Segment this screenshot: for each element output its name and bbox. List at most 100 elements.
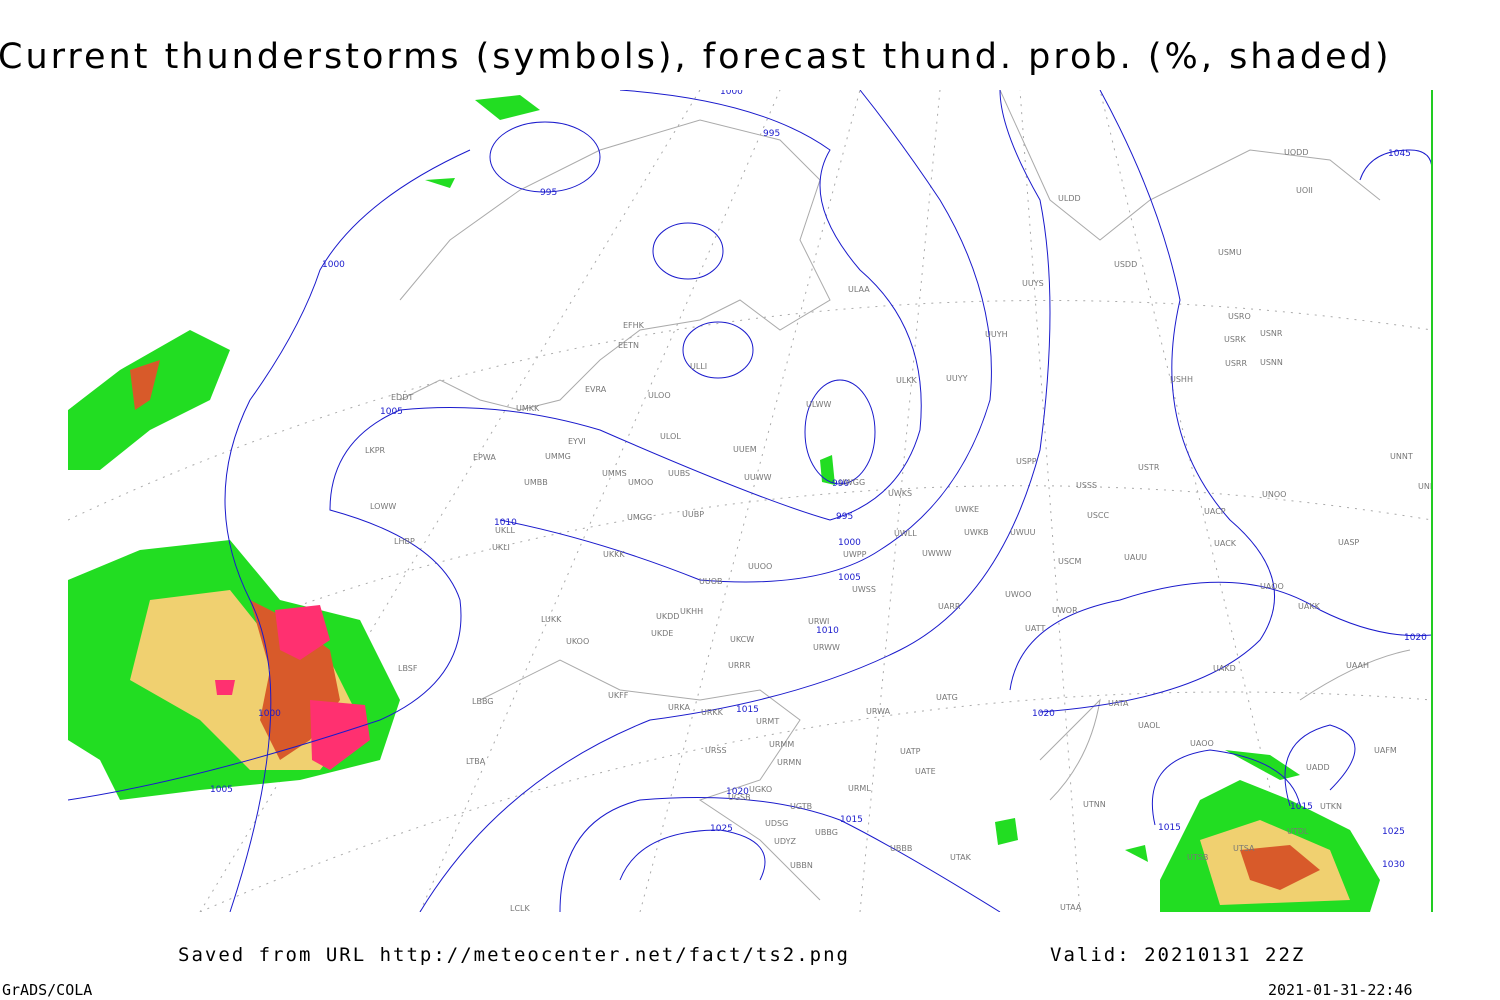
isobar-label: 1010: [816, 626, 839, 636]
station-code: EPWA: [473, 453, 496, 462]
isobar-label: 1015: [840, 815, 863, 825]
station-code: UTKN: [1320, 802, 1342, 811]
station-code: UUBP: [682, 510, 704, 519]
station-code: UAOL: [1138, 721, 1160, 730]
station-code: UUEM: [733, 445, 757, 454]
station-code: UWLL: [894, 529, 917, 538]
station-code: UASP: [1338, 538, 1359, 547]
station-code: UWPP: [843, 550, 867, 559]
station-code: UWOR: [1052, 606, 1078, 615]
station-code: UWWW: [922, 549, 952, 558]
station-code: UUYY: [946, 374, 968, 383]
station-code: USMU: [1218, 248, 1242, 257]
isobar-label: 1020: [726, 787, 749, 797]
station-code: EYVI: [568, 437, 586, 446]
station-code: UKHH: [680, 607, 703, 616]
station-code: UAUU: [1124, 553, 1147, 562]
isobar-label: 1020: [1404, 633, 1427, 643]
isobar-label: 1015: [1290, 802, 1313, 812]
station-code: UUOB: [699, 577, 723, 586]
station-code: EDDT: [391, 393, 413, 402]
station-code: UAKD: [1213, 664, 1236, 673]
frame-edge: [1431, 90, 1433, 912]
station-code: LOWW: [370, 502, 396, 511]
station-code: UAOO: [1190, 739, 1214, 748]
station-code: UDSG: [765, 819, 788, 828]
station-code: LTBA: [466, 757, 486, 766]
station-code: UUYS: [1022, 279, 1044, 288]
station-code: UWKE: [955, 505, 979, 514]
station-code: UKDD: [656, 612, 679, 621]
isobar-label: 1030: [1382, 860, 1405, 870]
station-code: UTDL: [1287, 827, 1309, 836]
station-code: ULAA: [848, 285, 870, 294]
station-code: URMM: [769, 740, 794, 749]
station-code: UODD: [1284, 148, 1308, 157]
station-code: USCC: [1087, 511, 1110, 520]
station-code: UADD: [1306, 763, 1330, 772]
isobar-label: 995: [540, 188, 557, 198]
station-code: UACK: [1214, 539, 1237, 548]
station-code: USSS: [1076, 481, 1097, 490]
station-code: LCLK: [510, 904, 531, 913]
station-code: UMBB: [524, 478, 548, 487]
station-code: UATP: [900, 747, 921, 756]
station-code: UAFM: [1374, 746, 1397, 755]
station-code: URKK: [701, 708, 724, 717]
station-code: UWKS: [888, 489, 912, 498]
station-code: UKDE: [651, 629, 673, 638]
station-code: URRR: [728, 661, 751, 670]
station-code: UGKO: [749, 785, 772, 794]
isobar-label: 1015: [1158, 823, 1181, 833]
station-code: URSS: [705, 746, 727, 755]
isobar-label: 1025: [710, 824, 733, 834]
station-code: UBBG: [815, 828, 838, 837]
isobar-label: 1005: [838, 573, 861, 583]
isobar-label: 1015: [736, 705, 759, 715]
station-code: ULKK: [896, 376, 918, 385]
station-code: UARR: [938, 602, 961, 611]
station-code: UKCW: [730, 635, 754, 644]
coastlines: [399, 90, 1411, 901]
station-code: ULLI: [690, 362, 707, 371]
station-code: UATE: [915, 767, 936, 776]
station-code: UUYH: [985, 330, 1008, 339]
station-code: USHH: [1170, 375, 1193, 384]
station-code: UATT: [1025, 624, 1045, 633]
station-code: USNN: [1260, 358, 1283, 367]
station-code: UMKK: [516, 404, 540, 413]
timestamp: 2021-01-31-22:46: [1268, 981, 1413, 999]
station-code: USRK: [1224, 335, 1246, 344]
station-code: USDD: [1114, 260, 1137, 269]
station-code: URML: [848, 784, 871, 793]
station-code: LHBP: [394, 537, 415, 546]
station-code: UDYZ: [774, 837, 796, 846]
station-code: UMOO: [628, 478, 653, 487]
station-code: URMN: [777, 758, 801, 767]
station-code: UMGG: [627, 513, 652, 522]
station-code: LUKK: [541, 615, 562, 624]
station-code: EFHK: [623, 321, 645, 330]
station-code: ULOO: [648, 391, 671, 400]
station-code: UGSB: [728, 793, 751, 802]
valid-time: Valid: 20210131 22Z: [1050, 944, 1305, 966]
station-code: USRR: [1225, 359, 1247, 368]
station-code: ULWW: [806, 400, 831, 409]
isobar-label: 1020: [1032, 709, 1055, 719]
thunderstorm-probability: [68, 95, 1380, 912]
isobar-label: 995: [836, 512, 853, 522]
station-code: UATG: [936, 693, 958, 702]
station-code: UWGG: [839, 478, 865, 487]
station-code: UAKK: [1298, 602, 1321, 611]
isobar-label: 1000: [720, 87, 743, 97]
isobar-label: 1005: [210, 785, 233, 795]
station-code: UKLI: [492, 543, 510, 552]
station-code: UKLL: [495, 526, 516, 535]
station-code: UBBN: [790, 861, 813, 870]
station-code: URWI: [808, 617, 829, 626]
station-code: UNBB: [1418, 482, 1441, 491]
isobar-label: 1000: [322, 260, 345, 270]
current-thunderstorms: [215, 605, 370, 770]
station-code: ULDD: [1058, 194, 1081, 203]
